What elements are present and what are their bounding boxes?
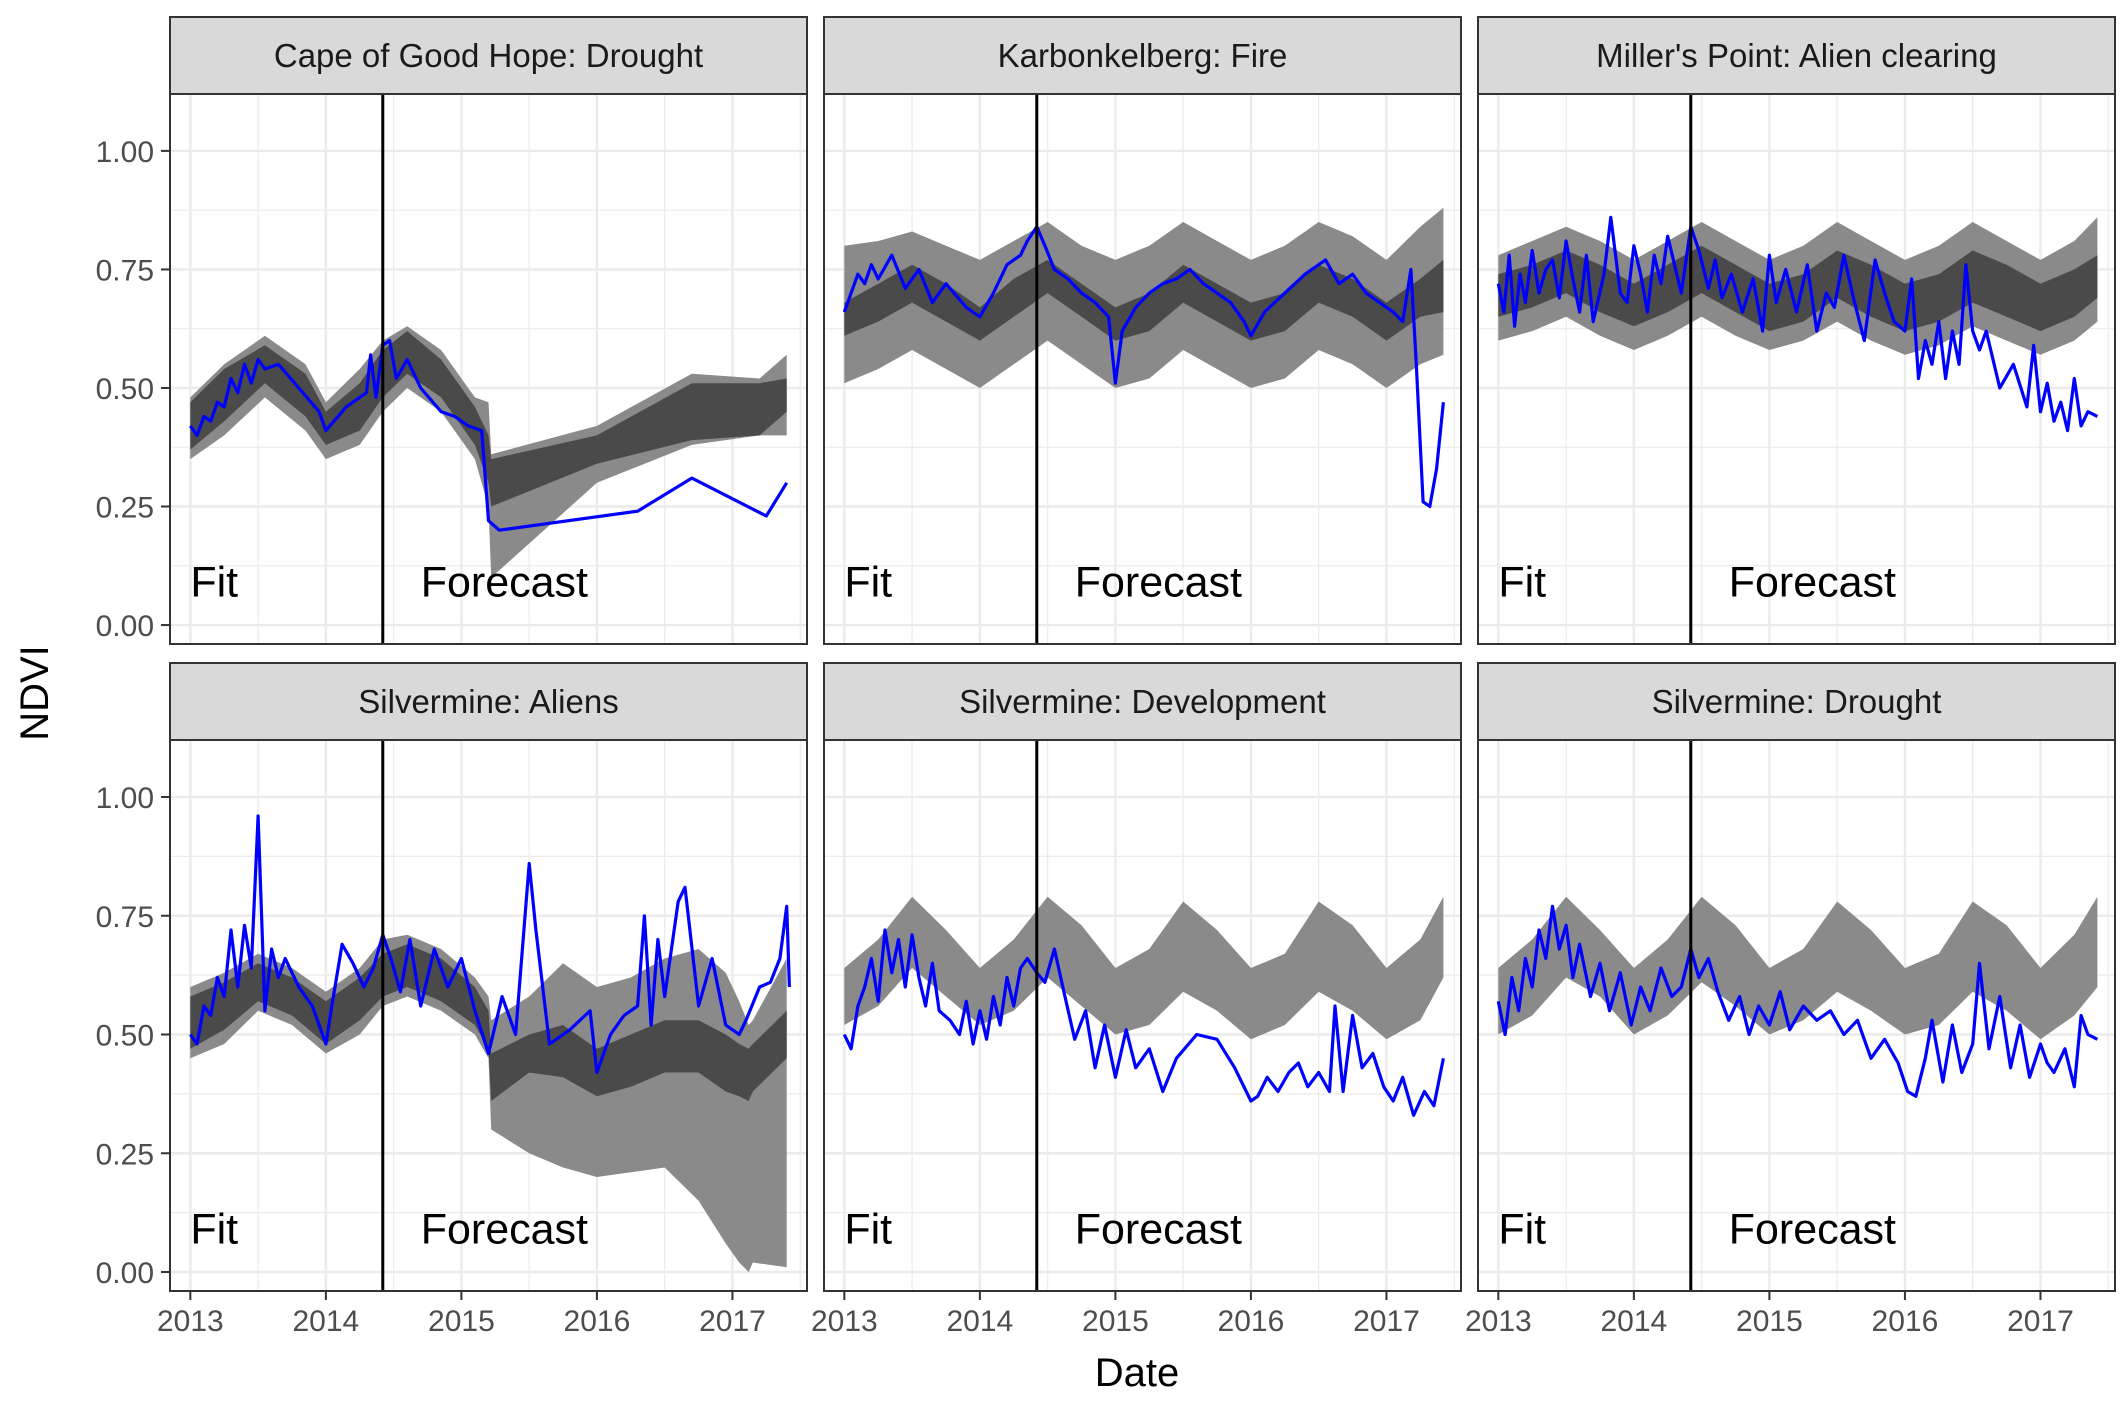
x-tick-label: 2014 [292, 1305, 359, 1338]
panel-border [1477, 739, 2116, 1292]
panel-5: Silvermine: Development Fit Forecast 2013 20… [811, 662, 1462, 1338]
forecast-label: Forecast [1729, 559, 1896, 607]
observed-ndvi-line [188, 339, 789, 532]
x-tick-label: 2013 [157, 1305, 224, 1338]
y-tick-label: 1.00 [96, 782, 154, 815]
x-tick-label: 2017 [2007, 1305, 2074, 1338]
y-tick-label: 0.00 [96, 1257, 154, 1290]
panel-plot-area [188, 326, 789, 578]
fit-label: Fit [190, 1206, 238, 1254]
observed-ndvi-line [1496, 215, 2099, 433]
forecast-label: Forecast [1729, 1206, 1896, 1254]
panel-plot-area [1496, 896, 2099, 1098]
observed-ndvi-line [842, 928, 1445, 1117]
panel-1: Cape of Good Hope: Drought Fit Forecast 0.0… [96, 16, 808, 645]
x-axis-title: Date [1095, 1351, 1180, 1395]
panel-plot-area [842, 896, 1445, 1117]
forecast-label: Forecast [421, 559, 588, 607]
x-tick-label: 2013 [1465, 1305, 1532, 1338]
facet-strip [823, 16, 1462, 95]
y-tick-label: 0.75 [96, 901, 154, 934]
observed-ndvi-line [1496, 904, 2099, 1098]
panel-border [823, 93, 1462, 645]
forecast-band-80 [190, 944, 787, 1101]
facet-title: Silvermine: Development [959, 683, 1326, 720]
fit-label: Fit [844, 559, 892, 607]
x-tick-label: 2014 [946, 1305, 1013, 1338]
panel-border [169, 739, 808, 1292]
x-tick-label: 2016 [564, 1305, 631, 1338]
forecast-label: Forecast [1075, 559, 1242, 607]
facet-strip [1477, 16, 2116, 95]
fit-label: Fit [1498, 1206, 1546, 1254]
facet-title: Karbonkelberg: Fire [998, 37, 1288, 74]
panel-plot-area [188, 814, 791, 1272]
x-tick-label: 2017 [699, 1305, 766, 1338]
panel-plot-area [1496, 215, 2099, 433]
y-tick-label: 0.25 [96, 1138, 154, 1171]
facet-title: Silvermine: Drought [1652, 683, 1942, 720]
facet-title: Silvermine: Aliens [358, 683, 618, 720]
panel-6: Silvermine: Drought Fit Forecast 2013 2014 20… [1465, 662, 2116, 1338]
y-tick-label: 0.00 [96, 610, 154, 643]
observed-ndvi-line [188, 814, 791, 1075]
observed-ndvi-line [842, 225, 1445, 509]
panel-border [823, 739, 1462, 1292]
facet-title: Miller's Point: Alien clearing [1596, 37, 1997, 74]
panel-border [169, 93, 808, 645]
y-tick-label: 0.25 [96, 492, 154, 525]
panel-3: Miller's Point: Alien clearing Fit Forecas… [1477, 16, 2116, 645]
x-tick-label: 2014 [1600, 1305, 1667, 1338]
forecast-label: Forecast [1075, 1206, 1242, 1254]
facet-title: Cape of Good Hope: Drought [274, 37, 703, 74]
facet-strip [1477, 662, 2116, 741]
panel-2: Karbonkelberg: Fire Fit Forecast [823, 16, 1462, 645]
x-tick-label: 2015 [1736, 1305, 1803, 1338]
forecast-band-80 [190, 331, 787, 507]
fit-label: Fit [844, 1206, 892, 1254]
panels-group: Cape of Good Hope: Drought Fit Forecast 0.0… [96, 16, 2116, 1338]
y-tick-label: 1.00 [96, 136, 154, 169]
x-tick-label: 2015 [428, 1305, 495, 1338]
facet-strip [169, 662, 808, 741]
y-axis-title: NDVI [13, 645, 57, 741]
x-tick-label: 2013 [811, 1305, 878, 1338]
fit-label: Fit [190, 559, 238, 607]
facet-strip [169, 16, 808, 95]
panel-border [1477, 93, 2116, 645]
panel-4: Silvermine: Aliens Fit Forecast 0.00 0.25 0.5… [96, 662, 808, 1338]
x-tick-label: 2016 [1218, 1305, 1285, 1338]
y-tick-label: 0.50 [96, 1020, 154, 1053]
y-tick-label: 0.50 [96, 373, 154, 406]
x-tick-label: 2015 [1082, 1305, 1149, 1338]
x-tick-label: 2016 [1872, 1305, 1939, 1338]
fit-label: Fit [1498, 559, 1546, 607]
y-tick-label: 0.75 [96, 254, 154, 287]
panel-plot-area [842, 207, 1445, 509]
forecast-label: Forecast [421, 1206, 588, 1254]
x-tick-label: 2017 [1353, 1305, 1420, 1338]
